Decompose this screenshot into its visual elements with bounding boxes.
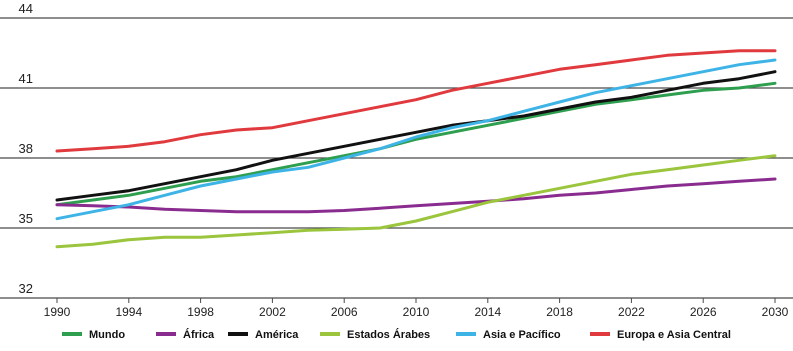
y-tick-label: 41 [19,71,33,86]
series-line-3 [55,154,777,249]
y-tick-label: 38 [19,141,33,156]
y-tick-label: 32 [19,281,33,296]
x-tick-label: 2018 [546,305,573,319]
x-tick-label: 1990 [44,305,71,319]
series-line-2 [55,70,777,202]
x-tick-label: 2014 [474,305,501,319]
series-line-4 [55,58,777,221]
x-tick-label: 2006 [331,305,358,319]
x-tick-label: 2002 [259,305,286,319]
grid-lines [0,17,793,299]
legend-label: Estados Árabes [347,328,430,341]
legend-label: Mundo [89,329,125,341]
legend-label: Asia e Pacífico [483,329,561,341]
series-line-5 [55,49,777,153]
x-tick-label: 2026 [690,305,717,319]
legend-label: Europa e Asia Central [617,329,731,341]
series-lines [55,49,777,249]
x-tick-label: 1998 [187,305,214,319]
series-line-1 [55,177,777,214]
x-axis-ticks: 1990 1994 1998 2002 2006 2010 2014 2018 2022 2026… [44,298,789,319]
legend-label: América [255,329,299,341]
x-tick-label: 2010 [403,305,430,319]
y-tick-label: 35 [19,211,33,226]
y-tick-label: 44 [19,1,33,16]
x-tick-label: 2030 [762,305,789,319]
y-axis-ticks: 32 35 38 41 44 [19,1,33,296]
legend-label: África [183,328,215,341]
legend: Mundo África América Estados Árabes Asia e P… [62,328,731,341]
x-tick-label: 2022 [618,305,645,319]
series-line-0 [55,81,777,207]
x-tick-label: 1994 [115,305,142,319]
